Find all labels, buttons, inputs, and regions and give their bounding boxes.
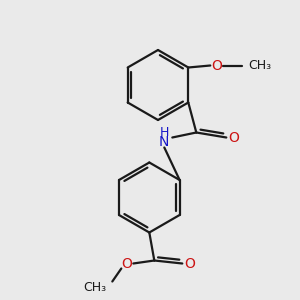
- Text: O: O: [211, 58, 222, 73]
- Text: N: N: [159, 136, 169, 149]
- Text: O: O: [121, 256, 132, 271]
- Text: O: O: [228, 130, 239, 145]
- Text: O: O: [184, 256, 195, 271]
- Text: CH₃: CH₃: [83, 281, 106, 294]
- Text: H: H: [160, 126, 169, 139]
- Text: CH₃: CH₃: [248, 59, 272, 72]
